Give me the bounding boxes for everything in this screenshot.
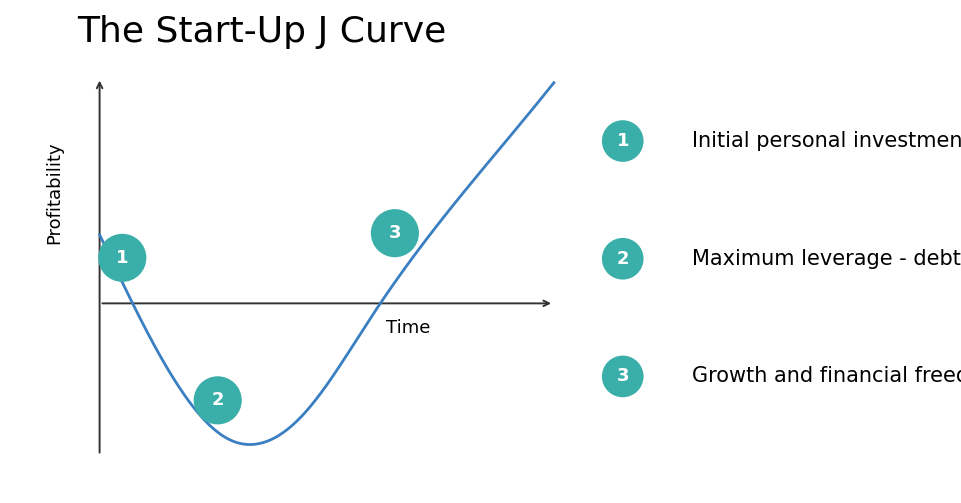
Point [114, 254, 130, 262]
Text: 1: 1 [116, 249, 129, 267]
Point [615, 137, 630, 145]
Text: Growth and financial freedom: Growth and financial freedom [692, 367, 961, 386]
Text: Initial personal investment: Initial personal investment [692, 131, 961, 151]
Point [387, 229, 403, 237]
Text: Maximum leverage - debt: Maximum leverage - debt [692, 249, 961, 269]
Text: 2: 2 [211, 391, 224, 409]
Point [615, 255, 630, 263]
Text: 3: 3 [388, 224, 401, 242]
Point [210, 396, 226, 404]
Text: The Start-Up J Curve: The Start-Up J Curve [77, 15, 446, 49]
Text: Profitability: Profitability [45, 142, 63, 244]
Text: 3: 3 [616, 368, 629, 385]
Point [615, 372, 630, 380]
Text: 2: 2 [616, 250, 629, 268]
Text: 1: 1 [616, 132, 629, 150]
Text: Time: Time [386, 319, 431, 337]
